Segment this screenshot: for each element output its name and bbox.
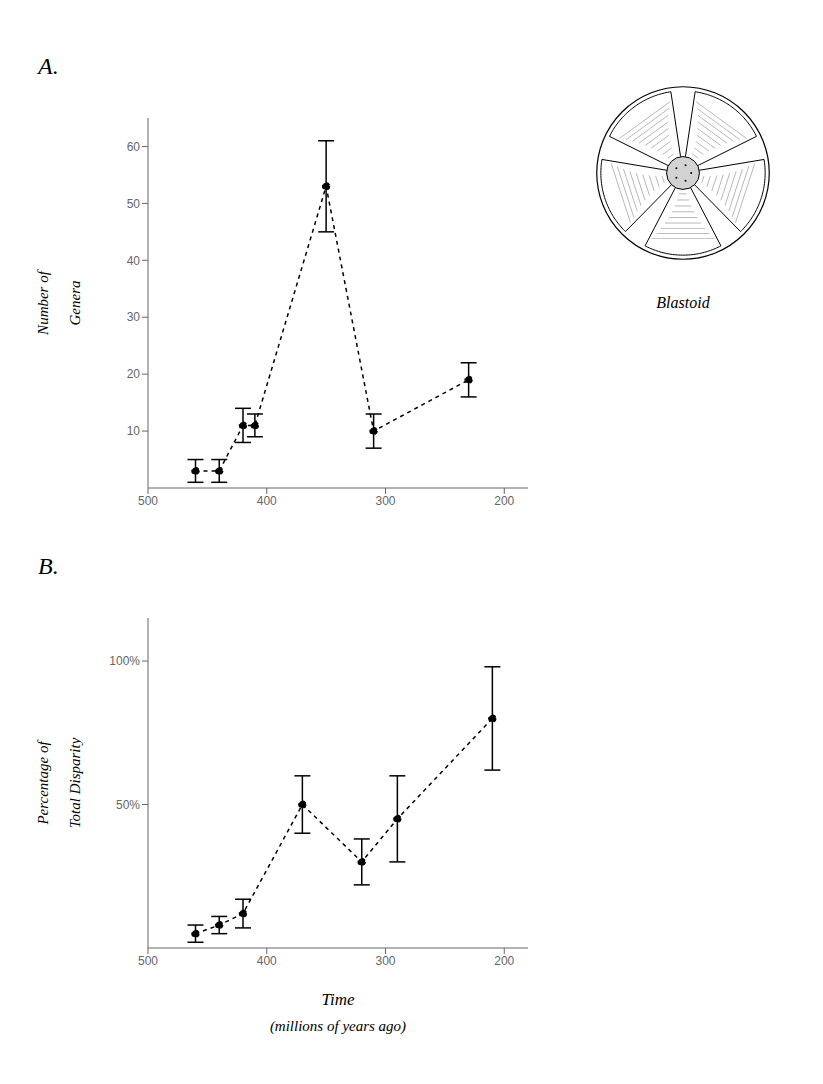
html-text:Genera: Genera [66, 280, 83, 326]
svg-text:300: 300 [375, 494, 395, 508]
svg-text:500: 500 [138, 494, 158, 508]
svg-text:20: 20 [127, 367, 141, 381]
html-text:Time: Time [321, 990, 355, 1009]
svg-text:500: 500 [138, 954, 158, 968]
svg-text:200: 200 [494, 494, 514, 508]
svg-text:60: 60 [127, 140, 141, 154]
svg-text:100%: 100% [109, 654, 140, 668]
html-text:Number of: Number of [34, 271, 51, 335]
html-text:(millions of years ago): (millions of years ago) [269, 1017, 407, 1034]
html-text:Percentage of: Percentage of [34, 741, 51, 825]
svg-text:10: 10 [127, 424, 141, 438]
svg-text:400: 400 [257, 494, 277, 508]
svg-text:30: 30 [127, 310, 141, 324]
svg-text:40: 40 [127, 254, 141, 268]
svg-text:50%: 50% [116, 798, 140, 812]
html-text:A.: A. [38, 53, 59, 79]
svg-text:400: 400 [257, 954, 277, 968]
html-text:Blastoid: Blastoid [656, 294, 710, 311]
svg-text:300: 300 [375, 954, 395, 968]
html-text:B.: B. [38, 553, 59, 579]
html-text:Total Disparity: Total Disparity [66, 737, 83, 829]
svg-text:200: 200 [494, 954, 514, 968]
svg-text:50: 50 [127, 197, 141, 211]
